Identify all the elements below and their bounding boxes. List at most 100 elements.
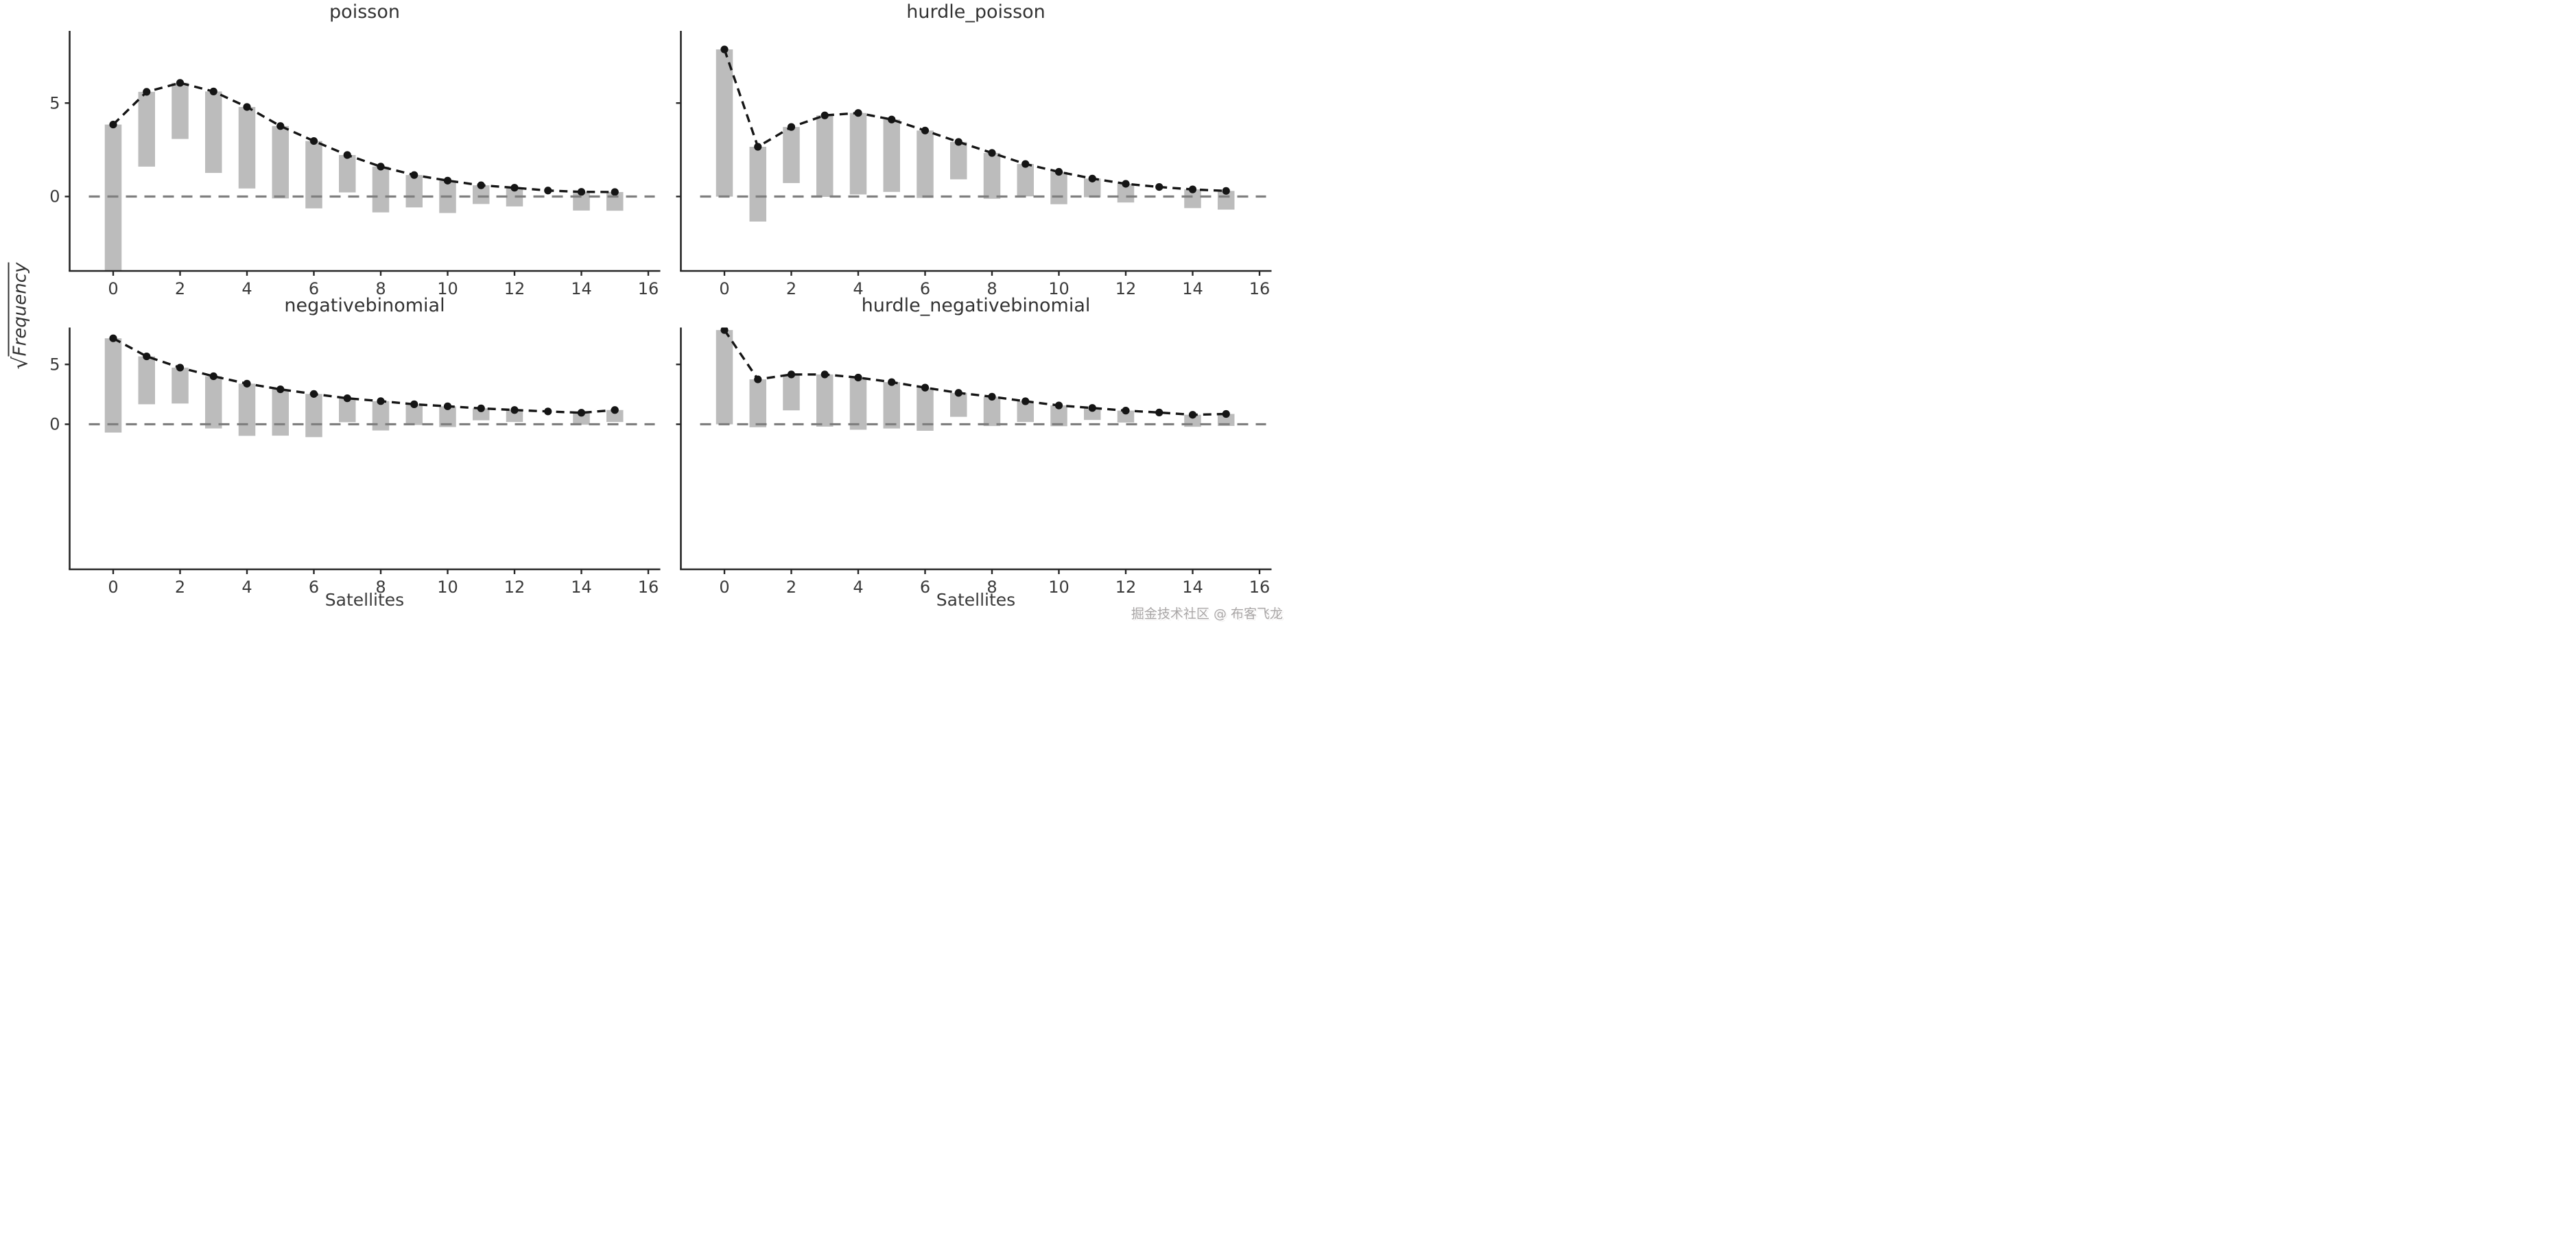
observed-bar-x1: [749, 147, 766, 222]
x-tick-label: 14: [571, 578, 592, 597]
x-tick-label: 16: [1249, 578, 1271, 597]
expected-point-x5: [888, 115, 896, 123]
rootogram-figure: 0 2 4 6 8 10 12 14 16 0 5 0 2 4 6 8 10 12 14 16 0 2 4 6 8 10 12 14 1…: [0, 0, 1288, 629]
observed-bar-x1: [138, 91, 155, 167]
subplot-title-hurdle-poisson: hurdle_poisson: [906, 1, 1045, 23]
observed-bar-x10: [1050, 171, 1067, 204]
expected-point-x13: [544, 407, 552, 416]
watermark-text: 掘金技术社区 @ 布客飞龙: [1131, 606, 1283, 621]
x-tick-label: 2: [175, 279, 185, 298]
expected-point-x6: [309, 137, 318, 145]
expected-point-x15: [1222, 187, 1230, 195]
observed-bar-x5: [883, 382, 900, 429]
expected-point-x5: [888, 378, 896, 386]
expected-point-x11: [477, 404, 485, 412]
observed-bar-x4: [849, 112, 867, 195]
x-tick-label: 6: [309, 578, 319, 597]
x-tick-label: 6: [309, 279, 319, 298]
observed-bar-x0: [716, 49, 733, 197]
expected-point-x11: [1088, 174, 1096, 182]
expected-point-x12: [1122, 407, 1130, 415]
observed-bar-x0: [716, 330, 733, 425]
subplot-plot-area: [104, 334, 624, 438]
expected-point-x5: [276, 122, 285, 130]
expected-point-x11: [1088, 404, 1096, 412]
y-axis-label-text: Frequency: [8, 262, 31, 357]
observed-bar-x11: [473, 408, 490, 420]
expected-point-x1: [143, 88, 151, 96]
x-axis-label-left: Satellites: [324, 590, 405, 610]
observed-bar-x12: [1117, 410, 1135, 423]
x-tick-label: 12: [504, 279, 525, 298]
expected-point-x9: [1021, 397, 1030, 405]
expected-point-x3: [820, 370, 829, 379]
expected-point-x14: [1188, 185, 1197, 193]
expected-point-x8: [377, 397, 385, 405]
x-tick-label: 12: [1115, 578, 1137, 597]
y-tick-label: 5: [49, 355, 60, 374]
observed-bar-x1: [749, 379, 766, 427]
observed-bar-x14: [573, 412, 590, 425]
x-tick-label: 16: [638, 279, 659, 298]
expected-point-x5: [276, 385, 285, 394]
y-tick-label: 0: [49, 187, 60, 206]
observed-bar-x11: [1084, 407, 1101, 420]
x-tick-label: 4: [853, 279, 863, 298]
expected-point-x8: [377, 163, 385, 171]
expected-point-x12: [510, 406, 519, 414]
x-tick-label: 16: [1249, 279, 1271, 298]
expected-point-x3: [209, 372, 217, 381]
expected-point-x13: [544, 187, 552, 195]
expected-point-x8: [988, 149, 996, 157]
expected-point-x12: [1122, 180, 1130, 188]
x-tick-label: 10: [437, 578, 458, 597]
expected-point-x7: [343, 394, 351, 403]
x-tick-label: 10: [1048, 279, 1070, 298]
expected-point-x4: [243, 103, 251, 111]
expected-curve: [113, 337, 615, 414]
x-tick-label: 0: [108, 279, 118, 298]
expected-point-x1: [754, 375, 762, 383]
observed-bar-x3: [205, 91, 222, 174]
x-tick-label: 12: [1115, 279, 1137, 298]
expected-point-x14: [577, 409, 586, 417]
observed-bar-x4: [238, 383, 256, 436]
observed-bar-x6: [305, 141, 322, 209]
subplot-title-poisson: poisson: [329, 1, 400, 23]
expected-point-x8: [988, 392, 996, 401]
expected-point-x1: [143, 352, 151, 361]
observed-bar-x15: [606, 410, 624, 423]
x-tick-label: 14: [1182, 578, 1203, 597]
expected-point-x3: [209, 87, 217, 95]
expected-point-x2: [176, 79, 185, 87]
observed-bar-x2: [783, 127, 800, 183]
sqrt-radical-symbol: √: [8, 356, 33, 370]
x-axis-label-right: Satellites: [936, 590, 1016, 610]
observed-bar-x2: [172, 82, 189, 139]
subplot-plot-area: [716, 327, 1235, 431]
subplot-plot-area: [716, 45, 1235, 222]
expected-point-x6: [309, 390, 318, 398]
observed-bar-x0: [104, 338, 122, 433]
observed-bar-x12: [506, 410, 523, 423]
expected-point-x15: [1222, 410, 1230, 418]
x-tick-label: 0: [108, 578, 118, 597]
expected-point-x7: [343, 151, 351, 159]
observed-bar-x6: [917, 130, 934, 198]
observed-bar-x7: [339, 398, 356, 423]
expected-point-x6: [921, 126, 930, 134]
expected-point-x10: [1054, 167, 1063, 176]
observed-bar-x4: [849, 377, 867, 430]
expected-curve: [723, 49, 1227, 193]
expected-point-x10: [1054, 401, 1063, 410]
x-tick-label: 0: [719, 279, 729, 298]
expected-point-x1: [754, 143, 762, 151]
x-tick-label: 12: [504, 578, 525, 597]
x-tick-label: 4: [241, 578, 252, 597]
expected-point-x0: [720, 327, 729, 334]
expected-point-x6: [921, 383, 930, 392]
x-tick-label: 8: [375, 279, 386, 298]
x-tick-label: 14: [571, 279, 592, 298]
expected-point-x9: [410, 171, 418, 179]
expected-point-x12: [510, 184, 519, 192]
